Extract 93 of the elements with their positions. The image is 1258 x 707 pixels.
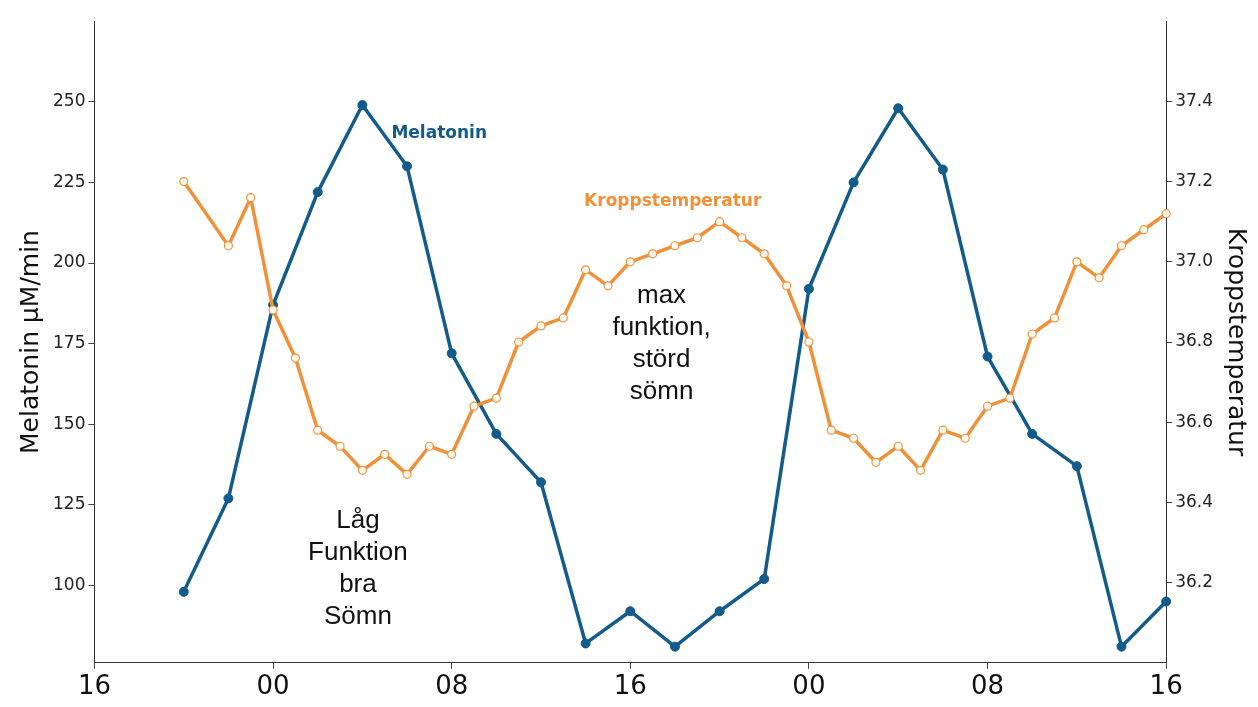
point [1027,428,1038,439]
point [179,177,189,187]
point [380,449,390,459]
y2-tick-label: 36.2 [1175,571,1214,592]
x-tick-label: 16 [613,670,647,701]
x-tick-label: 00 [792,670,826,701]
point [246,193,256,203]
point [1139,225,1149,235]
point [1116,241,1127,251]
point [871,457,881,467]
point [714,606,725,617]
y2-tick-label: 36.8 [1175,330,1214,351]
point [580,638,591,649]
point [313,425,323,435]
point [402,161,413,172]
point [669,641,680,652]
point [581,265,591,275]
x-tick-label: 16 [77,670,111,701]
y-tick-label: 150 [52,412,86,433]
point [447,449,457,459]
point [178,586,189,597]
point [893,103,904,114]
point [826,425,836,435]
y2-tick-label: 36.6 [1175,410,1214,431]
point [937,164,948,175]
point [1071,461,1082,472]
point [715,217,725,227]
point [804,337,814,347]
point [759,573,770,584]
point [692,233,702,243]
y2-axis-title: Kroppstemperatur [1222,227,1252,457]
point [848,433,859,443]
point [1116,641,1127,652]
y-tick-label: 125 [52,493,86,514]
point [848,177,859,188]
point [603,281,613,291]
point [625,606,636,617]
point [357,100,368,111]
point [960,433,970,443]
point [223,241,234,251]
y-tick-label: 200 [52,251,86,272]
point [268,305,278,315]
point [491,393,501,403]
y2-tick-label: 36.4 [1175,490,1214,511]
point [424,441,434,451]
annotation: max funktion, störd sömn [612,278,711,405]
point [803,283,814,294]
point [670,241,680,251]
point [558,313,568,323]
point [982,401,993,411]
point [1072,257,1082,267]
y-tick-label: 100 [52,573,86,594]
point [1094,273,1104,283]
point [1161,596,1172,607]
point [938,425,948,435]
point [737,233,747,243]
annotation: Låg Funktion bra Sömn [308,504,408,631]
point [491,428,502,439]
x-tick-label: 08 [970,670,1005,701]
y2-tick-label: 37.4 [1175,89,1214,110]
x-tick-label: 16 [1149,670,1183,701]
series-label: Melatonin [391,122,487,143]
point [1161,209,1171,219]
point [625,257,635,267]
series-label: Kroppstemperatur [584,190,762,211]
x-tick-label: 00 [256,670,290,701]
point [335,441,345,451]
point [893,441,903,451]
point [781,281,792,291]
y-tick-label: 250 [52,90,86,111]
point [1027,329,1037,339]
point [982,351,993,362]
point [759,249,769,259]
point [536,321,546,331]
point [312,187,323,198]
point [290,353,300,363]
point [357,465,367,475]
point [446,348,457,359]
point [402,469,412,479]
y2-tick-label: 37.0 [1175,250,1214,271]
x-tick-label: 08 [435,670,469,701]
point [1049,313,1060,323]
y-tick-label: 225 [52,170,86,191]
point [648,249,658,259]
point [469,401,479,411]
point [535,477,546,488]
point [514,337,524,347]
y-axis-title: Melatonin µM/min [14,230,44,454]
y-tick-label: 175 [52,332,86,353]
y2-tick-label: 37.2 [1175,170,1214,191]
point [915,465,926,475]
point [1005,393,1015,403]
point [223,493,234,504]
